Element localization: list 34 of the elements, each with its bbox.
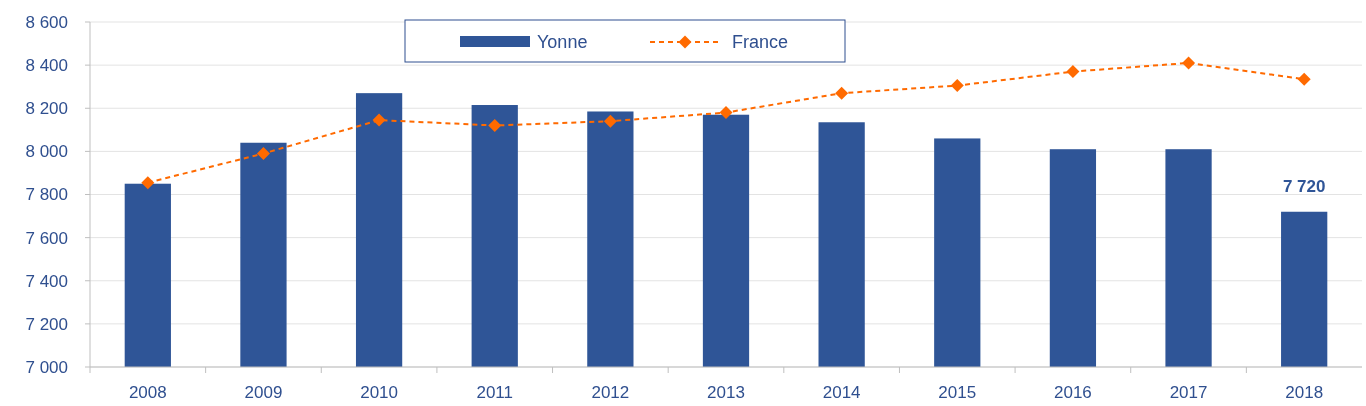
point — [372, 113, 386, 127]
x-tick-label: 2010 — [360, 383, 398, 402]
y-tick-label: 8 200 — [25, 99, 68, 119]
point — [1066, 65, 1080, 79]
point — [835, 86, 849, 100]
x-tick-label: 2017 — [1169, 383, 1208, 402]
x-tick-label: 2015 — [938, 383, 977, 402]
y-tick-label: 8 000 — [25, 142, 68, 162]
point — [256, 147, 270, 161]
y-tick-label: 7 800 — [25, 185, 68, 205]
x-tick-label: 2011 — [476, 383, 514, 402]
data-label: 7 720 — [1282, 176, 1326, 196]
y-tick-label: 7 200 — [25, 314, 68, 334]
x-tick-label: 2013 — [707, 383, 745, 402]
y-tick-label: 7 000 — [25, 357, 68, 377]
legend-label: France — [732, 32, 789, 53]
y-tick-label: 8 600 — [25, 12, 68, 32]
point — [1182, 56, 1196, 70]
x-tick-label: 2014 — [822, 383, 861, 402]
point — [1297, 72, 1311, 86]
x-tick-label: 2009 — [244, 383, 283, 402]
y-tick-label: 7 600 — [25, 228, 68, 248]
x-tick-label: 2016 — [1053, 383, 1092, 402]
legend-label: Yonne — [537, 32, 588, 53]
x-tick-label: 2018 — [1285, 383, 1324, 402]
y-tick-label: 8 400 — [25, 56, 68, 76]
x-tick-label: 2012 — [591, 383, 630, 402]
point — [950, 79, 964, 93]
point — [603, 114, 617, 128]
x-tick-label: 2008 — [128, 383, 167, 402]
y-tick-label: 7 400 — [25, 271, 68, 291]
point — [719, 106, 733, 120]
point — [141, 176, 155, 190]
point — [488, 119, 502, 132]
